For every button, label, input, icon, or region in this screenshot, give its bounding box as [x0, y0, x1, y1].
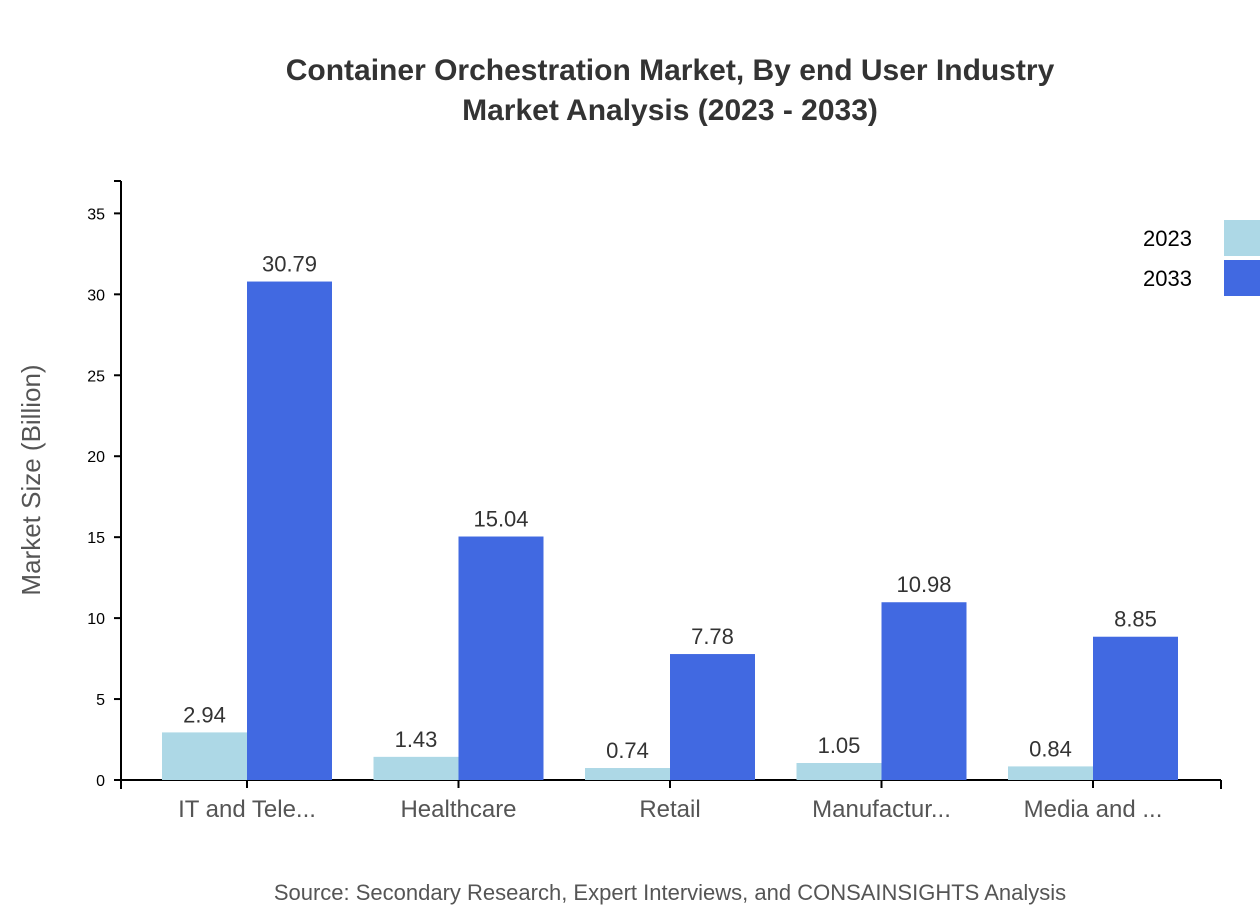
data-label: 10.98: [896, 572, 951, 597]
y-tick-label: 5: [96, 692, 105, 709]
data-label: 8.85: [1114, 607, 1157, 632]
x-tick-label: Manufactur...: [812, 796, 951, 823]
chart-subtitle: Market Analysis (2023 - 2033): [462, 94, 878, 127]
data-label: 30.79: [262, 252, 317, 277]
data-label: 1.05: [818, 733, 861, 758]
bar-2023: [796, 763, 882, 780]
y-tick-label: 0: [96, 773, 105, 790]
data-label: 0.74: [606, 738, 649, 763]
data-label: 1.43: [395, 727, 438, 752]
bar-2033: [458, 536, 544, 780]
y-tick-label: 30: [87, 287, 105, 304]
bar-2033: [670, 654, 755, 780]
bar-2023: [1008, 766, 1093, 780]
bar-2033: [1093, 636, 1178, 780]
y-tick-label: 35: [87, 206, 105, 223]
chart-title: Container Orchestration Market, By end U…: [286, 54, 1055, 87]
bar-2033: [247, 281, 332, 780]
x-tick-label: Retail: [639, 796, 700, 823]
bar-2023: [373, 756, 459, 780]
bar-2023: [585, 768, 670, 780]
bar-2033: [881, 602, 967, 780]
bar-2023: [162, 732, 247, 780]
legend-swatch-2033: [1224, 260, 1260, 296]
legend-label: 2023: [1143, 226, 1192, 251]
y-tick-label: 25: [87, 368, 105, 385]
y-tick-label: 20: [87, 449, 105, 466]
legend-label: 2033: [1143, 266, 1192, 291]
data-label: 15.04: [473, 507, 528, 532]
data-label: 7.78: [691, 624, 734, 649]
x-tick-label: IT and Tele...: [178, 796, 316, 823]
source-note: Source: Secondary Research, Expert Inter…: [274, 880, 1066, 905]
x-tick-label: Media and ...: [1024, 796, 1163, 823]
data-label: 0.84: [1029, 736, 1072, 761]
legend-swatch-2023: [1224, 220, 1260, 256]
data-label: 2.94: [183, 702, 226, 727]
y-tick-label: 10: [87, 611, 105, 628]
x-tick-label: Healthcare: [400, 796, 516, 823]
y-axis-label: Market Size (Billion): [16, 364, 46, 595]
y-tick-label: 15: [87, 530, 105, 547]
